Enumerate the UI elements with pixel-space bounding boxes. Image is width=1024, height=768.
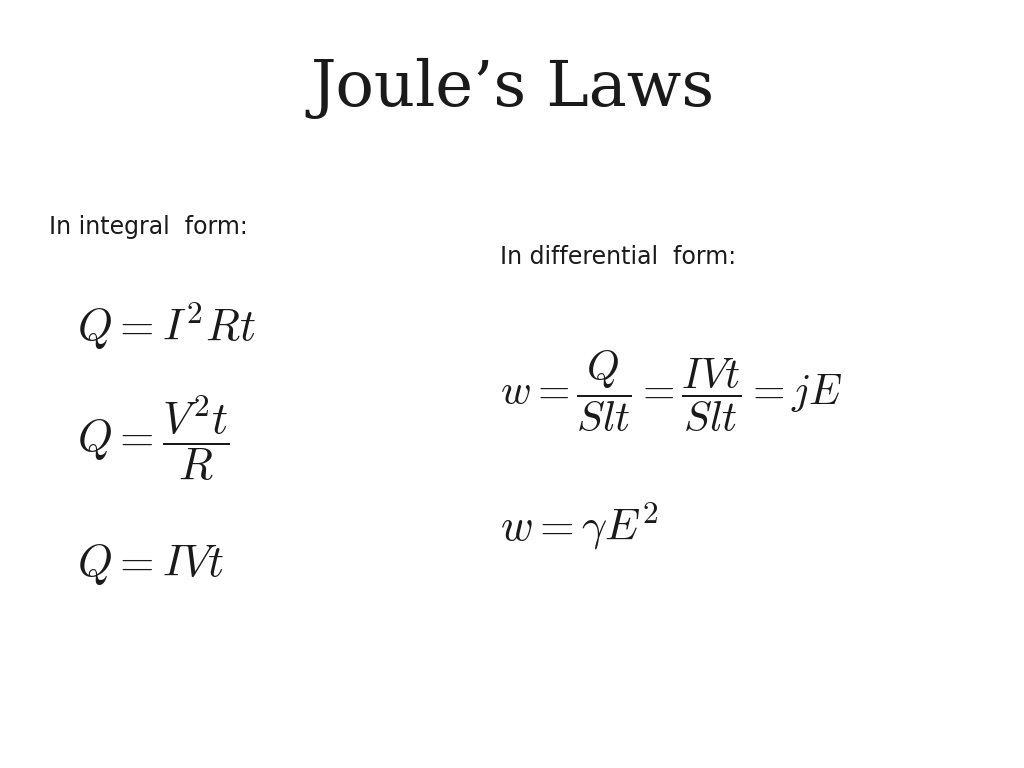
Text: In integral  form:: In integral form:	[49, 214, 248, 239]
Text: $Q = \dfrac{V^2 t}{R}$: $Q = \dfrac{V^2 t}{R}$	[77, 393, 229, 482]
Text: $Q = I^2 Rt$: $Q = I^2 Rt$	[77, 300, 256, 353]
Text: $w = \gamma E^2$: $w = \gamma E^2$	[500, 500, 658, 552]
Text: In differential  form:: In differential form:	[500, 245, 736, 270]
Text: Joule’s Laws: Joule’s Laws	[310, 58, 714, 119]
Text: $Q = IVt$: $Q = IVt$	[77, 542, 224, 587]
Text: $w = \dfrac{Q}{Slt} = \dfrac{IVt}{Slt} = jE$: $w = \dfrac{Q}{Slt} = \dfrac{IVt}{Slt} =…	[500, 349, 843, 434]
